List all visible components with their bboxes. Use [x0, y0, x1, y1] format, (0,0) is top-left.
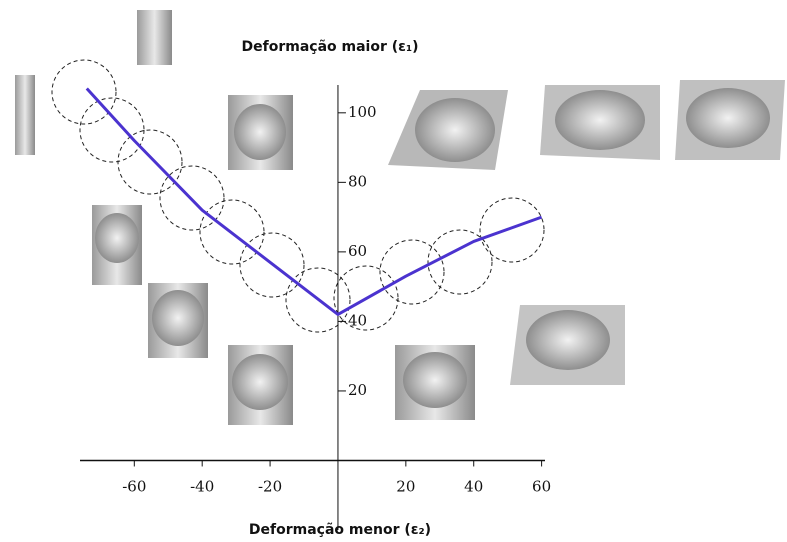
- x-axis-title: Deformação menor (ε₂): [249, 522, 431, 538]
- x-tick-label: 60: [532, 477, 551, 495]
- x-tick-label: -20: [258, 477, 282, 495]
- x-tick-label: 40: [464, 477, 483, 495]
- specimen-images: [15, 10, 785, 425]
- y-axis-title: Deformação maior (ε₁): [242, 39, 419, 55]
- y-tick-label: 40: [348, 311, 367, 329]
- x-tick-label: 20: [396, 477, 415, 495]
- y-tick-label: 100: [348, 103, 377, 121]
- y-tick-label: 20: [348, 381, 367, 399]
- x-tick-label: -60: [122, 477, 146, 495]
- y-tick-label: 80: [348, 172, 367, 190]
- forming-limit-curve: [85, 87, 543, 316]
- x-tick-label: -40: [190, 477, 214, 495]
- strain-circles: [51, 59, 545, 333]
- y-tick-label: 60: [348, 242, 367, 260]
